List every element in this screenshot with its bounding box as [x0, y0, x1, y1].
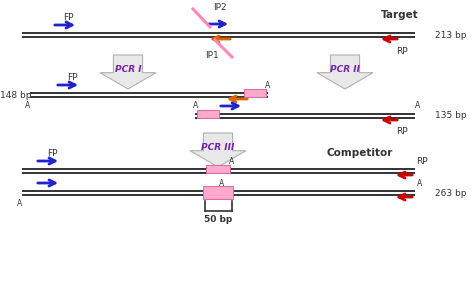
Text: IP1: IP1: [205, 50, 219, 59]
Polygon shape: [100, 55, 156, 89]
Text: A: A: [193, 102, 199, 110]
Text: A: A: [265, 80, 271, 89]
Text: FP: FP: [47, 149, 57, 158]
Text: RP: RP: [416, 156, 428, 166]
Text: IP2: IP2: [213, 3, 227, 12]
Text: 263 bp: 263 bp: [435, 188, 466, 198]
Text: Target: Target: [381, 10, 419, 20]
Text: A: A: [219, 179, 225, 188]
Text: 135 bp: 135 bp: [435, 112, 466, 121]
Text: PCR II: PCR II: [330, 65, 360, 74]
Text: 213 bp: 213 bp: [435, 31, 466, 40]
Text: RP: RP: [396, 46, 408, 55]
Text: 148 bp: 148 bp: [0, 91, 31, 100]
Bar: [203, 185, 233, 198]
Text: FP: FP: [63, 12, 73, 22]
Text: 50 bp: 50 bp: [204, 215, 233, 224]
Text: A: A: [18, 198, 23, 207]
Text: A: A: [229, 156, 235, 166]
Polygon shape: [317, 55, 373, 89]
Bar: [244, 89, 266, 97]
Bar: [206, 165, 230, 173]
Polygon shape: [190, 133, 246, 167]
Text: PCR I: PCR I: [115, 65, 141, 74]
Text: A: A: [415, 102, 420, 110]
Bar: [197, 110, 219, 118]
Text: A: A: [26, 100, 31, 110]
Text: A: A: [418, 179, 423, 188]
Text: PCR III: PCR III: [201, 143, 235, 153]
Text: FP: FP: [67, 72, 77, 82]
Text: RP: RP: [396, 128, 408, 136]
Text: Competitor: Competitor: [327, 148, 393, 158]
